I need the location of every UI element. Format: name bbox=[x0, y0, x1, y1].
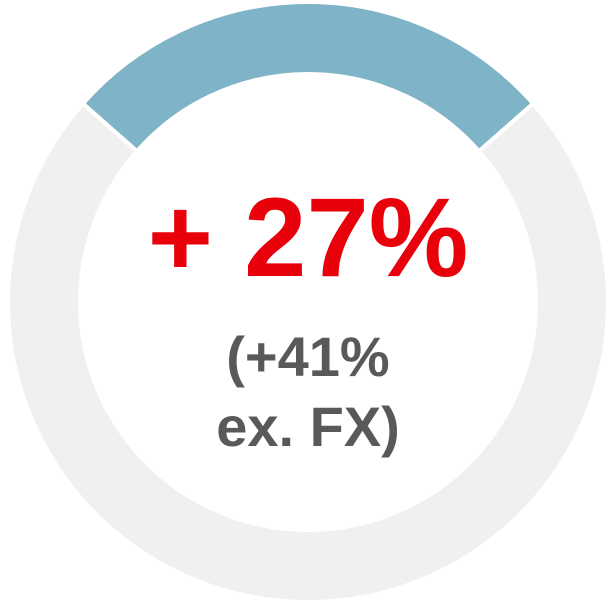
donut-segment bbox=[80, 0, 536, 155]
sub-label: ex. FX) bbox=[216, 395, 400, 458]
headline: + 27% bbox=[148, 175, 469, 300]
sub-label: (+41% bbox=[226, 325, 389, 388]
donut-segment bbox=[6, 100, 608, 604]
